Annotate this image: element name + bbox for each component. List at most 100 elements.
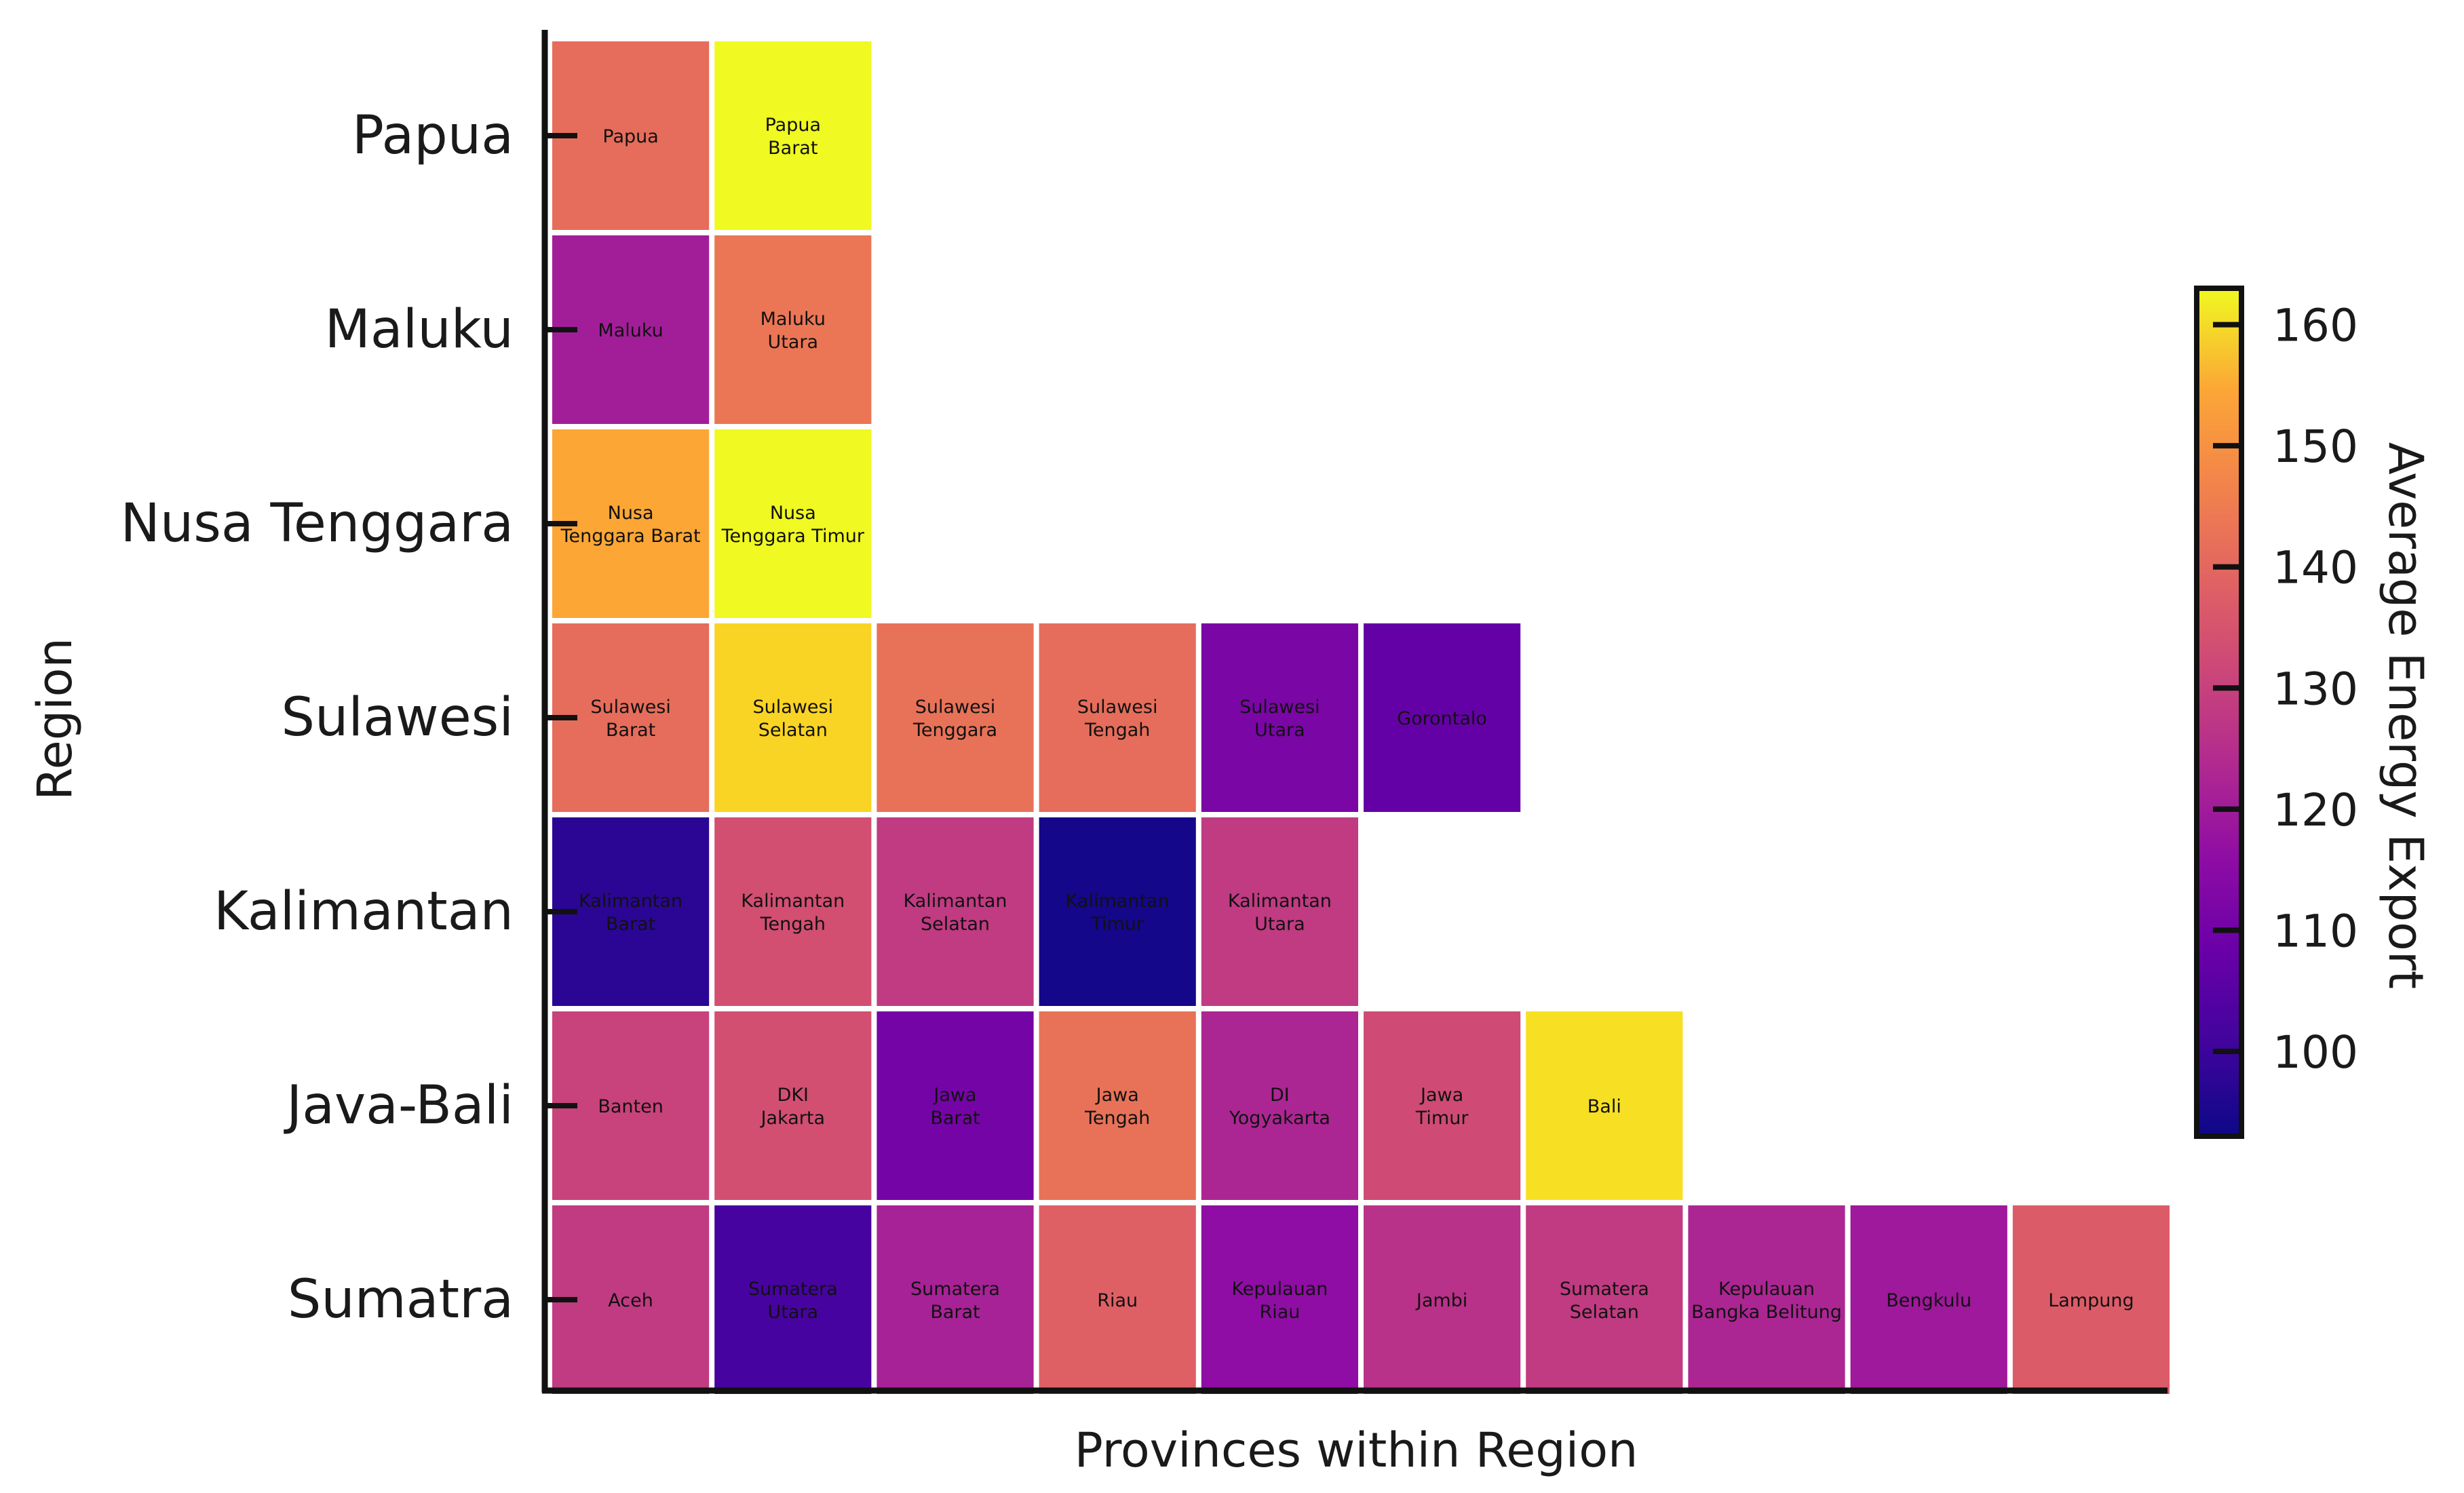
heatmap-cell xyxy=(552,1205,710,1394)
region-tick-label-sulawesi: Sulawesi xyxy=(281,687,514,748)
cell-label: Bangka Belitung xyxy=(1691,1302,1842,1323)
heatmap-cell xyxy=(1039,1011,1196,1200)
heatmap-cell xyxy=(1688,1205,1845,1394)
cell-label: Utara xyxy=(768,1302,819,1323)
cell-papua: Papua xyxy=(552,41,710,230)
cell-label: Jawa xyxy=(1419,1085,1463,1106)
heatmap-cell xyxy=(877,1011,1034,1200)
cell-label: Yogyakarta xyxy=(1229,1108,1330,1129)
cell-label: Kepulauan xyxy=(1231,1279,1328,1300)
cell-gorontalo: Gorontalo xyxy=(1364,623,1521,812)
y-axis-title: Region xyxy=(27,638,83,800)
region-tick-labels: Papua Maluku Nusa Tenggara Sulawesi Kalimant… xyxy=(120,105,514,1330)
cell-label: Riau xyxy=(1097,1290,1138,1311)
heatmap-cell xyxy=(1201,817,1358,1006)
heatmap-cell xyxy=(552,235,710,424)
cell-label: Sulawesi xyxy=(915,697,996,718)
colorbar-tick-label: 120 xyxy=(2273,784,2358,836)
region-tick-label-java-bali: Java-Bali xyxy=(283,1075,514,1136)
heatmap-cell xyxy=(714,1011,872,1200)
region-tick-label-maluku: Maluku xyxy=(325,299,514,360)
region-tick-label-nusa-tenggara: Nusa Tenggara xyxy=(120,493,514,554)
heatmap-cell xyxy=(1039,1205,1196,1394)
colorbar-ticks: 100 110 120 130 140 150 160 xyxy=(2213,300,2358,1079)
cell-label: Timur xyxy=(1090,914,1144,935)
cell-label: Barat xyxy=(930,1108,980,1129)
cell-label: Timur xyxy=(1415,1108,1469,1129)
region-tick-label-kalimantan: Kalimantan xyxy=(214,881,514,942)
cell-label: Tenggara xyxy=(912,720,997,741)
colorbar-tick-label: 110 xyxy=(2273,905,2358,957)
colorbar-tick-label: 140 xyxy=(2273,542,2358,594)
cell-label: Kalimantan xyxy=(1066,891,1170,912)
heatmap-cell xyxy=(714,429,872,618)
cell-banten: Banten xyxy=(552,1011,710,1200)
heatmap-cell xyxy=(1526,1205,1683,1394)
cell-label: Sumatera xyxy=(748,1279,838,1300)
cell-label: Selatan xyxy=(921,914,990,935)
x-axis-title: Provinces within Region xyxy=(1075,1422,1638,1478)
cell-label: Tengah xyxy=(760,914,826,935)
cell-label: Riau xyxy=(1259,1302,1300,1323)
cell-label: Papua xyxy=(765,115,821,136)
colorbar-tick-label: 130 xyxy=(2273,663,2358,715)
heatmap-cell xyxy=(552,623,710,812)
region-tick-label-papua: Papua xyxy=(352,105,514,166)
cell-lampung: Lampung xyxy=(2012,1205,2170,1394)
cell-label: Jawa xyxy=(932,1085,976,1106)
cell-label: Tenggara Barat xyxy=(560,526,701,547)
colorbar-tick-label: 160 xyxy=(2273,300,2358,352)
cell-jambi: Jambi xyxy=(1364,1205,1521,1394)
cell-label: DI xyxy=(1270,1085,1290,1106)
heatmap-cell xyxy=(1364,1205,1521,1394)
cell-maluku: Maluku xyxy=(552,235,710,424)
cell-label: Maluku xyxy=(598,320,663,341)
heatmap-cell xyxy=(1364,1011,1521,1200)
cell-label: Sulawesi xyxy=(1077,697,1158,718)
heatmap-cell xyxy=(877,817,1034,1006)
cell-label: Selatan xyxy=(758,720,828,741)
heatmap-cell xyxy=(1039,817,1196,1006)
heatmap-cell xyxy=(714,235,872,424)
cell-label: Bengkulu xyxy=(1886,1290,1971,1311)
heatmap-cell xyxy=(1364,623,1521,812)
cell-label: Kepulauan xyxy=(1718,1279,1815,1300)
colorbar-gradient xyxy=(2194,286,2244,1139)
cell-label: Barat xyxy=(768,138,817,159)
cell-label: Kalimantan xyxy=(1228,891,1332,912)
heatmap-cell xyxy=(552,429,710,618)
cell-label: Sulawesi xyxy=(590,697,671,718)
cell-aceh: Aceh xyxy=(552,1205,710,1394)
cell-label: Bali xyxy=(1587,1096,1621,1117)
cell-label: Papua xyxy=(602,126,658,147)
heatmap-cell xyxy=(2012,1205,2170,1394)
colorbar-tick-label: 150 xyxy=(2273,421,2358,473)
cell-riau: Riau xyxy=(1039,1205,1196,1394)
heatmap-cell xyxy=(1850,1205,2007,1394)
colorbar: 100 110 120 130 140 150 160 Average Energy Exp… xyxy=(2194,286,2433,1139)
cell-bali: Bali xyxy=(1526,1011,1683,1200)
heatmap-cell xyxy=(1201,1011,1358,1200)
cell-label: Lampung xyxy=(2048,1290,2134,1311)
heatmap-cell xyxy=(1526,1011,1683,1200)
cell-label: Selatan xyxy=(1570,1302,1639,1323)
cell-label: Sumatera xyxy=(910,1279,1000,1300)
heatmap-cell xyxy=(714,41,872,230)
heatmap-cell xyxy=(877,623,1034,812)
